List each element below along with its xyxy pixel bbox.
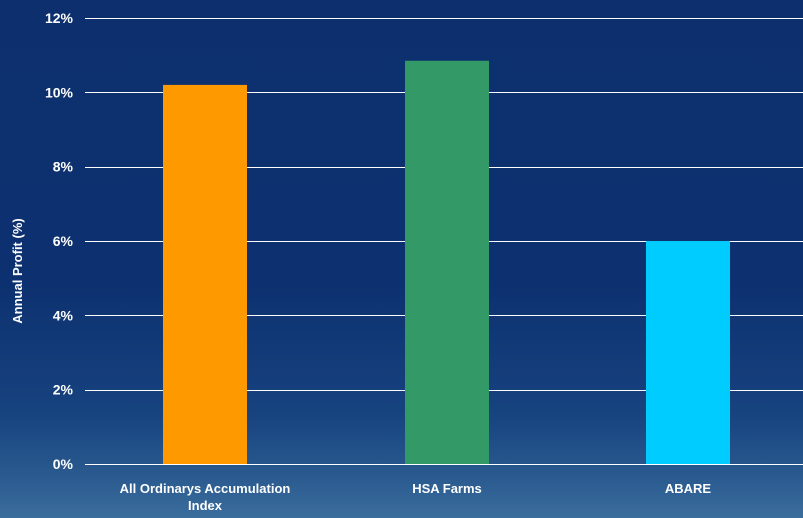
y-tick-label: 4%: [53, 307, 74, 323]
y-axis-title: Annual Profit (%): [10, 218, 25, 323]
y-tick-label: 10%: [45, 84, 74, 100]
bar: [405, 60, 489, 464]
y-tick-label: 8%: [53, 159, 74, 175]
x-category-label: All Ordinarys Accumulation: [120, 481, 291, 496]
y-tick-labels: 0% 2% 4% 6% 8% 10% 12%: [45, 10, 74, 472]
y-tick-label: 0%: [53, 456, 74, 472]
y-tick-label: 2%: [53, 382, 74, 398]
y-tick-label: 6%: [53, 233, 74, 249]
x-category-label: ABARE: [665, 481, 712, 496]
bars: [163, 60, 730, 465]
x-category-label: Index: [188, 498, 223, 513]
y-tick-label: 12%: [45, 10, 74, 26]
bar: [163, 84, 247, 465]
x-category-label: HSA Farms: [412, 481, 482, 496]
x-category-labels: All Ordinarys Accumulation Index HSA Farms…: [120, 481, 712, 513]
bar: [646, 241, 730, 464]
